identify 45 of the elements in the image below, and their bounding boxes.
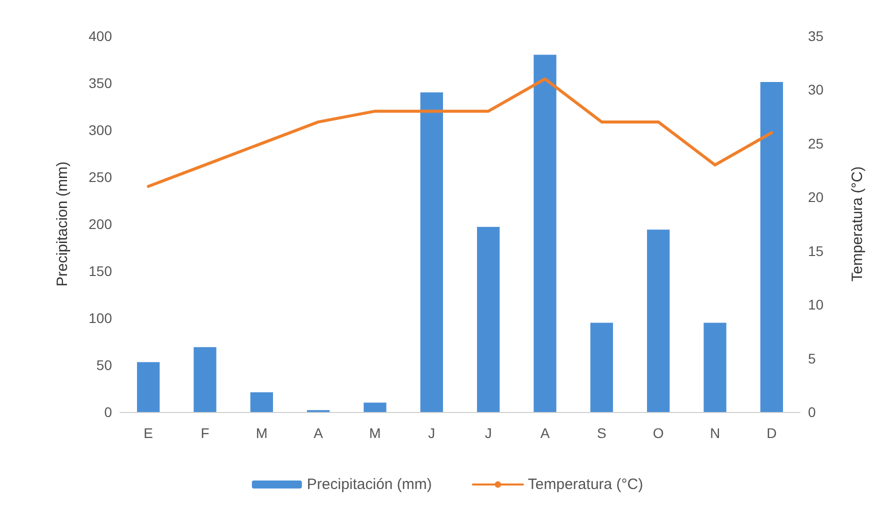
x-tick-label: S bbox=[596, 425, 606, 441]
y2-tick-label: 20 bbox=[808, 189, 824, 206]
x-tick-label: O bbox=[652, 425, 664, 441]
bar bbox=[477, 226, 500, 412]
line-series bbox=[146, 77, 774, 188]
bar bbox=[590, 322, 613, 412]
bar bbox=[534, 54, 556, 412]
x-tick-label: E bbox=[144, 425, 154, 441]
x-tick-label: J bbox=[484, 425, 492, 441]
bar bbox=[704, 322, 726, 412]
x-tick-label: J bbox=[428, 425, 436, 441]
y2-tick-label: 30 bbox=[808, 82, 824, 98]
x-tick-label: A bbox=[314, 425, 324, 441]
bar bbox=[364, 402, 386, 412]
y2-tick-label: 0 bbox=[808, 404, 816, 420]
y-tick-label: 350 bbox=[88, 75, 112, 91]
bar bbox=[420, 92, 443, 412]
y2-axis-title: Temperatura (°C) bbox=[849, 166, 866, 282]
bar bbox=[250, 392, 273, 412]
bar bbox=[760, 82, 783, 412]
legend-label: Temperatura (°C) bbox=[528, 476, 644, 493]
bar bbox=[137, 362, 160, 412]
y2-tick-label: 35 bbox=[808, 28, 824, 44]
x-tick-label: N bbox=[710, 425, 720, 441]
y-tick-label: 300 bbox=[88, 122, 112, 138]
bar bbox=[647, 230, 670, 412]
bar bbox=[194, 347, 216, 412]
y-tick-label: 150 bbox=[88, 263, 112, 279]
y2-tick-label: 15 bbox=[808, 242, 824, 259]
x-tick-label: A bbox=[540, 425, 550, 441]
y2-tick-label: 25 bbox=[808, 135, 824, 152]
y-tick-label: 0 bbox=[104, 404, 112, 420]
y-tick-label: 100 bbox=[88, 310, 112, 326]
y-tick-label: 400 bbox=[88, 28, 112, 44]
x-tick-label: F bbox=[200, 425, 210, 441]
x-tick-label: M bbox=[256, 425, 268, 441]
y2-tick-label: 10 bbox=[808, 296, 824, 313]
x-tick-label: M bbox=[369, 425, 381, 441]
legend-label: Precipitación (mm) bbox=[306, 476, 432, 493]
y-axis-title: Precipitacion (mm) bbox=[54, 161, 71, 287]
y2-tick-label: 5 bbox=[808, 350, 816, 366]
x-tick-label: D bbox=[766, 425, 777, 441]
y-tick-label: 50 bbox=[96, 357, 112, 373]
y-tick-label: 200 bbox=[88, 216, 112, 232]
y-tick-label: 250 bbox=[88, 169, 112, 185]
